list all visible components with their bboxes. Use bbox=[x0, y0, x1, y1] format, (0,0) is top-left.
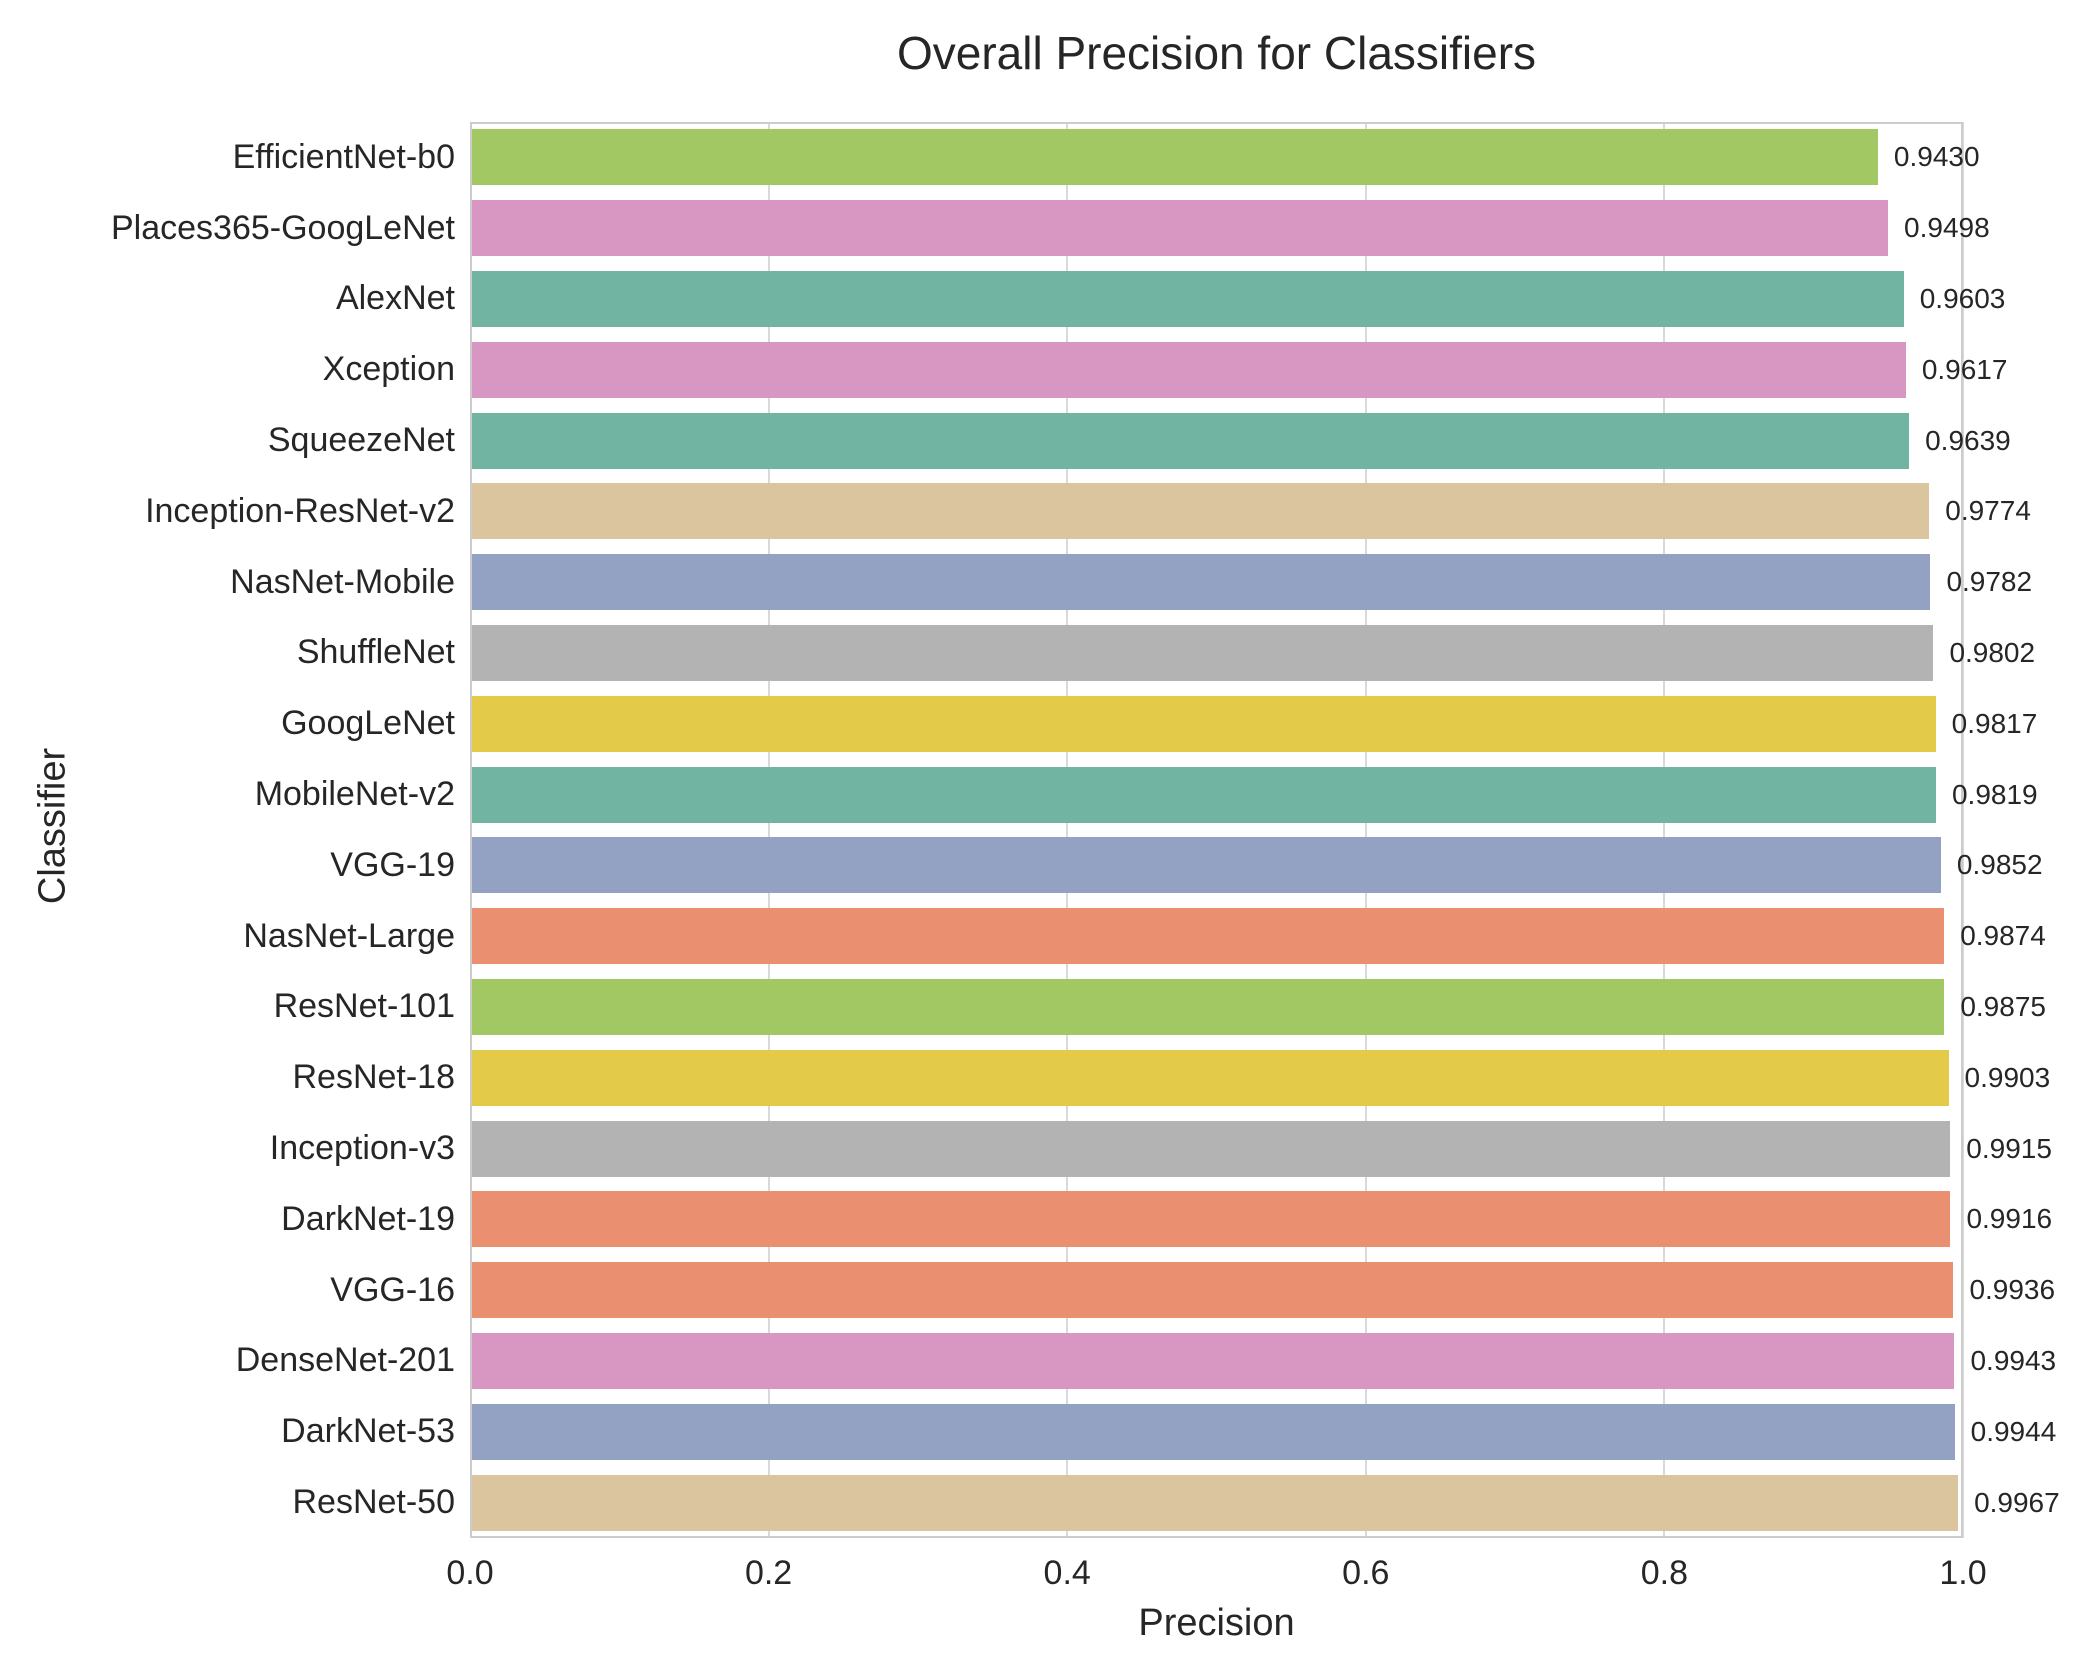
bar-xception bbox=[470, 341, 1906, 398]
value-label-nasnet-mobile: 0.9782 bbox=[1946, 566, 2033, 598]
bar-squeezenet bbox=[470, 412, 1910, 469]
bar-alexnet bbox=[470, 271, 1904, 327]
value-label-places365-googlenet: 0.9498 bbox=[1904, 212, 1990, 244]
value-label-inception-v3: 0.9915 bbox=[1966, 1132, 2052, 1164]
y-tick-efficientnet-b0: EfficientNet-b0 bbox=[232, 137, 455, 176]
value-label-efficientnet-b0: 0.9430 bbox=[1893, 141, 1980, 173]
bar-resnet-50 bbox=[470, 1474, 1959, 1531]
y-tick-nasnet-large: NasNet-Large bbox=[243, 916, 455, 955]
bar-vgg-16 bbox=[470, 1262, 1954, 1319]
bar-densenet-201 bbox=[470, 1333, 1955, 1389]
gridline-1.0 bbox=[1962, 122, 1964, 1538]
value-label-alexnet: 0.9603 bbox=[1919, 282, 2006, 314]
bar-darknet-53 bbox=[470, 1403, 1955, 1460]
x-tick-0.8: 0.8 bbox=[1640, 1554, 1689, 1592]
bar-googlenet bbox=[470, 695, 1936, 752]
gridline-0.4 bbox=[1066, 122, 1069, 1538]
value-label-googlenet: 0.9817 bbox=[1951, 707, 2038, 739]
y-tick-xception: Xception bbox=[322, 350, 455, 389]
x-tick-0.4: 0.4 bbox=[1043, 1554, 1091, 1592]
y-tick-places365-googlenet: Places365-GoogLeNet bbox=[110, 208, 455, 247]
y-tick-vgg-19: VGG-19 bbox=[330, 845, 455, 884]
bar-inception-v3 bbox=[470, 1120, 1951, 1177]
x-tick-0.0: 0.0 bbox=[446, 1554, 494, 1592]
gridline-0.8 bbox=[1663, 122, 1666, 1538]
plot-area: 0.9430 0.9498 0.9603 0.9617 0.9639 0.9774 0.97… bbox=[470, 122, 2060, 1538]
bar-inception-resnet-v2 bbox=[470, 483, 1930, 540]
y-tick-darknet-19: DarkNet-19 bbox=[281, 1199, 455, 1238]
y-tick-inception-v3: Inception-v3 bbox=[269, 1129, 455, 1168]
y-tick-googlenet: GoogLeNet bbox=[281, 704, 455, 743]
value-label-squeezenet: 0.9639 bbox=[1925, 424, 2011, 456]
chart-title: Overall Precision for Classifiers bbox=[896, 27, 1537, 79]
y-tick-mobilenet-v2: MobileNet-v2 bbox=[254, 775, 455, 814]
y-tick-densenet-201: DenseNet-201 bbox=[235, 1341, 455, 1380]
value-label-vgg-19: 0.9852 bbox=[1956, 849, 2043, 881]
y-tick-resnet-101: ResNet-101 bbox=[273, 987, 455, 1026]
y-tick-resnet-18: ResNet-18 bbox=[292, 1058, 455, 1097]
y-tick-squeezenet: SqueezeNet bbox=[267, 421, 455, 460]
value-label-mobilenet-v2: 0.9819 bbox=[1951, 778, 2038, 810]
bar-shufflenet bbox=[470, 625, 1934, 681]
y-tick-darknet-53: DarkNet-53 bbox=[281, 1412, 455, 1451]
value-label-nasnet-large: 0.9874 bbox=[1960, 920, 2046, 952]
value-label-vgg-16: 0.9936 bbox=[1969, 1274, 2056, 1306]
x-axis-title: Precision bbox=[1138, 1602, 1295, 1644]
y-tick-resnet-50: ResNet-50 bbox=[292, 1483, 455, 1522]
gridline-0.6 bbox=[1364, 122, 1367, 1538]
y-tick-inception-resnet-v2: Inception-ResNet-v2 bbox=[145, 491, 455, 530]
bar-resnet-18 bbox=[470, 1049, 1949, 1106]
value-label-resnet-50: 0.9967 bbox=[1974, 1486, 2060, 1518]
x-tick-0.6: 0.6 bbox=[1342, 1554, 1390, 1592]
value-label-resnet-101: 0.9875 bbox=[1960, 990, 2046, 1022]
value-label-xception: 0.9617 bbox=[1921, 353, 2008, 385]
bar-vgg-19 bbox=[470, 837, 1941, 894]
bar-places365-googlenet bbox=[470, 200, 1889, 257]
value-label-densenet-201: 0.9943 bbox=[1970, 1344, 2057, 1376]
y-tick-vgg-16: VGG-16 bbox=[330, 1270, 455, 1309]
value-label-inception-resnet-v2: 0.9774 bbox=[1945, 495, 2031, 527]
bar-darknet-19 bbox=[470, 1191, 1951, 1248]
bar-mobilenet-v2 bbox=[470, 766, 1936, 823]
bar-nasnet-mobile bbox=[470, 554, 1931, 611]
value-label-darknet-53: 0.9944 bbox=[1970, 1415, 2057, 1447]
y-tick-alexnet: AlexNet bbox=[335, 279, 455, 318]
y-tick-shufflenet: ShuffleNet bbox=[296, 633, 455, 672]
bar-nasnet-large bbox=[470, 908, 1945, 965]
value-label-resnet-18: 0.9903 bbox=[1964, 1061, 2051, 1093]
x-tick-0.2: 0.2 bbox=[744, 1554, 793, 1592]
gridline-0.2 bbox=[767, 122, 770, 1538]
y-tick-nasnet-mobile: NasNet-Mobile bbox=[230, 562, 455, 601]
bar-efficientnet-b0 bbox=[470, 129, 1878, 186]
value-label-shufflenet: 0.9802 bbox=[1949, 636, 2036, 668]
x-tick-1.0: 1.0 bbox=[1939, 1554, 1987, 1592]
bar-resnet-101 bbox=[470, 979, 1945, 1035]
value-label-darknet-19: 0.9916 bbox=[1966, 1203, 2053, 1235]
